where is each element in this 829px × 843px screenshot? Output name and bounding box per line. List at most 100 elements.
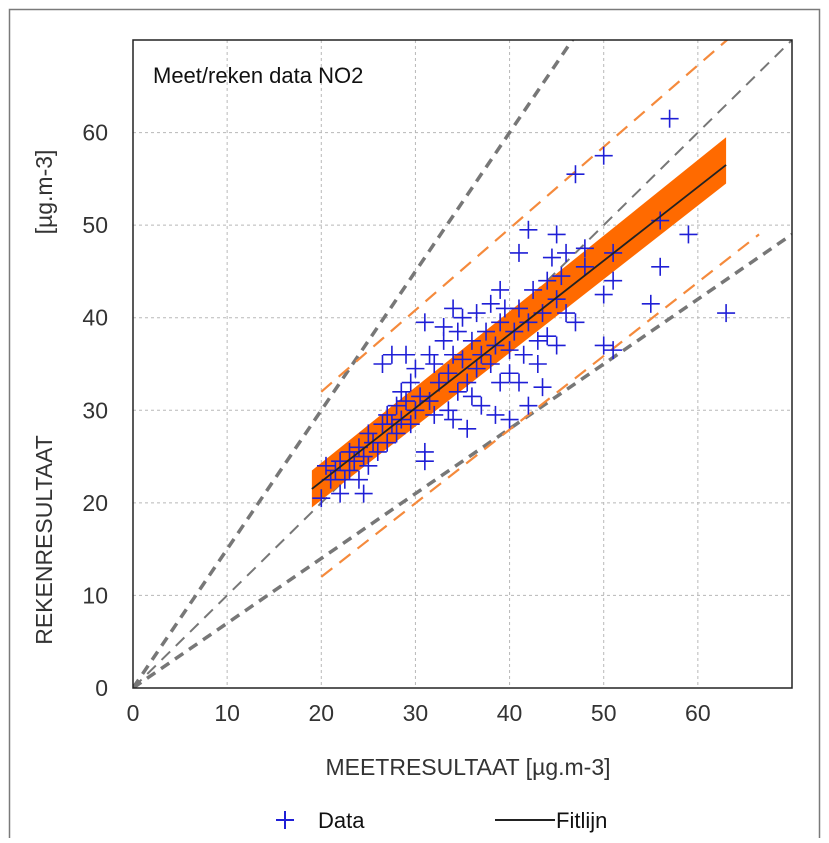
data-point <box>444 299 463 318</box>
data-point <box>349 470 368 489</box>
data-point <box>378 433 397 452</box>
data-point <box>444 410 463 429</box>
y-tick-label: 0 <box>95 675 108 701</box>
data-point <box>439 401 458 420</box>
data-point <box>448 322 467 341</box>
data-point <box>439 364 458 383</box>
legend-data-label: Data <box>318 808 365 833</box>
data-point <box>533 378 552 397</box>
data-point <box>519 313 538 332</box>
data-point <box>542 248 561 267</box>
data-point <box>312 489 331 508</box>
data-point <box>594 285 613 304</box>
data-point <box>453 308 472 327</box>
data-point <box>547 336 566 355</box>
data-point <box>472 345 491 364</box>
y-tick-label: 60 <box>82 120 108 146</box>
tick-labels: 0 10 20 30 40 50 60 0 10 20 30 40 50 60 <box>82 120 710 726</box>
data-point <box>434 317 453 336</box>
data-point <box>401 373 420 392</box>
data-point <box>547 225 566 244</box>
data-point <box>387 424 406 443</box>
data-point <box>641 294 660 313</box>
chart-title: Meet/reken data NO2 <box>153 63 363 88</box>
data-point <box>660 109 679 128</box>
data-point <box>547 290 566 309</box>
data-point <box>472 396 491 415</box>
data-point <box>500 341 519 360</box>
data-point <box>425 405 444 424</box>
data-point <box>458 419 477 438</box>
data-point <box>368 442 387 461</box>
fit-line <box>311 164 727 490</box>
data-point <box>538 271 557 290</box>
data-point <box>373 355 392 373</box>
legend: Data Fitlijn <box>276 808 607 833</box>
data-point <box>594 146 613 165</box>
data-point <box>594 336 613 355</box>
data-point <box>411 387 430 406</box>
data-point <box>491 373 510 392</box>
data-point <box>420 345 439 364</box>
data-point <box>509 299 528 318</box>
prediction-line-lower <box>320 233 760 578</box>
y-axis-unit: [µg.m-3] <box>31 150 57 235</box>
data-point <box>354 447 373 466</box>
y-tick-label: 10 <box>82 582 108 608</box>
x-tick-label: 10 <box>214 700 240 726</box>
data-point <box>651 257 670 276</box>
legend-data-marker <box>276 811 294 829</box>
data-point <box>359 424 378 443</box>
data-point <box>397 345 416 364</box>
data-point <box>566 313 585 332</box>
data-point <box>486 405 505 424</box>
data-point <box>575 257 594 276</box>
y-tick-label: 20 <box>82 490 108 516</box>
data-point <box>458 373 477 392</box>
data-point <box>462 387 481 406</box>
reference-line <box>133 40 575 688</box>
data-point <box>444 345 463 364</box>
data-point <box>528 331 547 350</box>
prediction-line-upper <box>320 40 729 393</box>
data-point <box>387 396 406 415</box>
data-point <box>519 396 538 415</box>
data-point <box>491 313 510 332</box>
data-point <box>359 456 378 475</box>
x-tick-label: 20 <box>308 700 334 726</box>
data-point <box>481 294 500 313</box>
data-point <box>354 484 373 503</box>
data-point <box>514 345 533 364</box>
data-point <box>415 452 434 471</box>
plot-frame <box>132 39 793 689</box>
legend-fit-label: Fitlijn <box>556 808 607 833</box>
y-tick-label: 30 <box>82 397 108 423</box>
data-point <box>340 442 359 461</box>
grid-layer <box>133 40 792 688</box>
y-tick-label: 50 <box>82 212 108 238</box>
data-point <box>316 456 335 475</box>
data-point <box>524 280 543 299</box>
data-point <box>509 243 528 262</box>
reference-line <box>133 232 792 688</box>
data-point <box>519 220 538 239</box>
data-point <box>552 267 571 286</box>
data-point <box>528 355 547 373</box>
x-tick-label: 40 <box>497 700 523 726</box>
x-tick-label: 60 <box>685 700 711 726</box>
data-point <box>566 165 585 184</box>
data-point <box>509 373 528 392</box>
data-point <box>500 364 519 383</box>
plot-content <box>133 40 792 688</box>
x-axis-label: MEETRESULTAAT [µg.m-3] <box>325 754 610 780</box>
data-point <box>467 304 486 323</box>
data-point <box>382 415 401 434</box>
data-point <box>557 304 576 323</box>
data-point <box>717 304 736 323</box>
data-point <box>425 355 444 373</box>
x-tick-label: 30 <box>403 700 429 726</box>
y-axis-label: REKENRESULTAAT <box>31 435 57 645</box>
data-point <box>477 322 496 341</box>
